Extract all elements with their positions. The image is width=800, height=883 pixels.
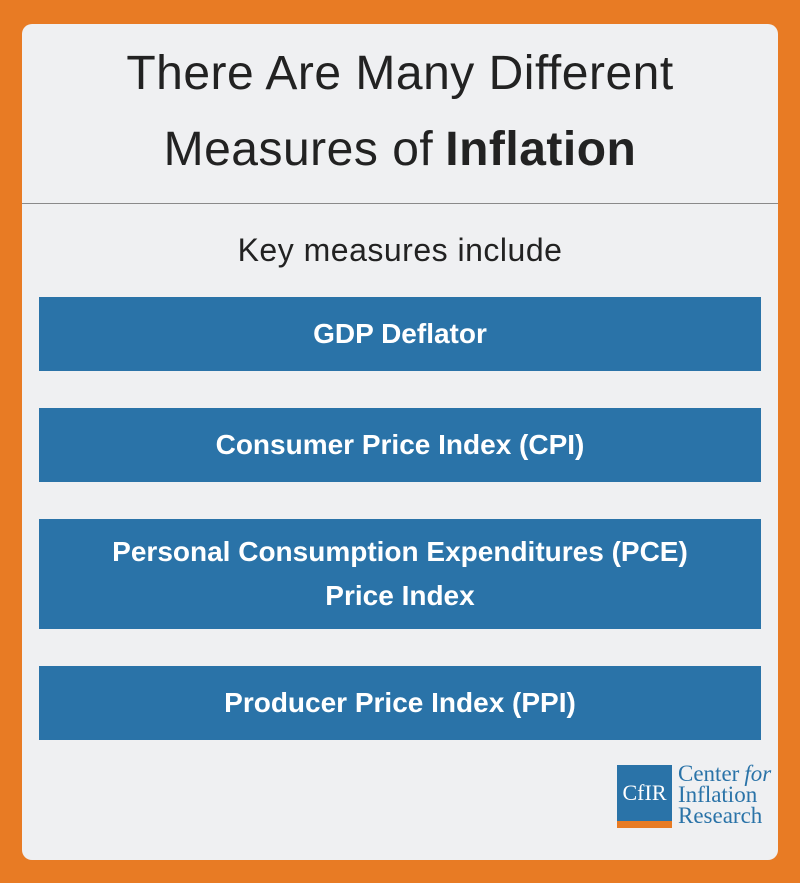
measure-label: Personal Consumption Expenditures (PCE): [112, 536, 688, 567]
logo-text: Center for Inflation Research: [678, 761, 772, 828]
measure-box: GDP Deflator: [39, 297, 761, 371]
measure-label: Price Index: [325, 580, 475, 611]
measure-label: Producer Price Index (PPI): [224, 687, 576, 718]
logo-line: Inflation: [678, 782, 758, 807]
logo-word: for: [744, 761, 772, 786]
title-emphasis: Inflation: [445, 123, 637, 176]
title-line: There Are Many Different: [126, 47, 674, 100]
subtitle: Key measures include: [237, 232, 563, 268]
logo-line: Center for: [678, 761, 772, 786]
logo-line: Research: [678, 803, 763, 828]
measure-label: Consumer Price Index (CPI): [215, 429, 585, 460]
divider: [22, 203, 778, 204]
title-text: Measures of: [163, 123, 434, 176]
measure-label: GDP Deflator: [313, 318, 487, 349]
measure-box: Consumer Price Index (CPI): [39, 408, 761, 482]
logo-mark: CfIR: [617, 765, 672, 828]
card: There Are Many Different Measures of Infl…: [22, 24, 778, 860]
title-line: Measures of Inflation: [22, 122, 778, 177]
measure-box: Producer Price Index (PPI): [39, 666, 761, 740]
logo-word: Center: [678, 761, 740, 786]
measure-box: Personal Consumption Expenditures (PCE) P…: [39, 519, 761, 629]
